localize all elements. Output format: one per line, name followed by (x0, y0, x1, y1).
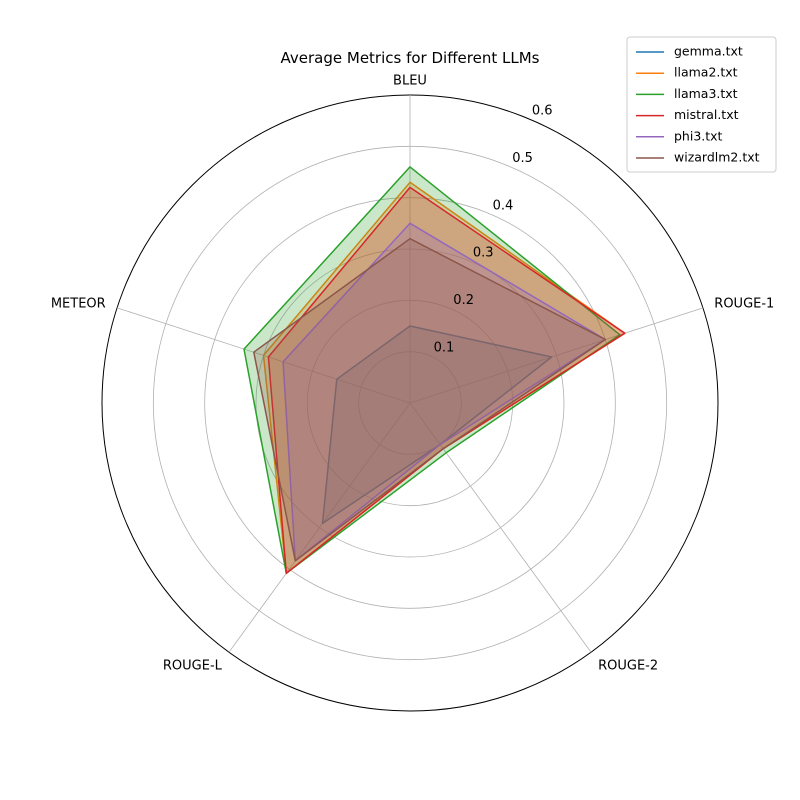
series-layer (243, 166, 626, 575)
axis-label: BLEU (393, 74, 427, 89)
series-fill-wizardlm2 (253, 238, 606, 561)
labels: BLEU ROUGE-1 ROUGE-2 ROUGE-L METEOR 0.1 0.2 0.3… (51, 74, 774, 674)
radial-tick-label: 0.5 (512, 151, 533, 166)
series-fill-gemma (322, 326, 552, 524)
spoke-line (409, 307, 704, 404)
legend: gemma.txt llama2.txt llama3.txt mistral.txt… (626, 36, 777, 173)
legend-label: gemma.txt (674, 44, 743, 59)
legend-label: wizardlm2.txt (674, 150, 760, 165)
radial-tick-label: 0.2 (453, 293, 474, 308)
radial-tick-label: 0.3 (473, 246, 494, 261)
spoke-line (228, 402, 411, 653)
radial-tick-label: 0.6 (532, 103, 553, 118)
series-fill-mistral (268, 187, 625, 574)
axis-label: ROUGE-1 (714, 297, 774, 312)
axis-label: METEOR (51, 297, 106, 312)
radial-tick-label: 0.1 (434, 341, 455, 356)
axis-label: ROUGE-2 (598, 659, 658, 674)
axis-label: ROUGE-L (163, 659, 223, 674)
series-line-wizardlm2 (253, 237, 607, 562)
legend-label: mistral.txt (674, 107, 739, 122)
series-line-gemma (321, 325, 553, 525)
series-fill-phi3 (283, 223, 606, 561)
legend-frame (626, 36, 777, 173)
legend-label: llama2.txt (674, 65, 738, 80)
radial-tick-label: 0.4 (493, 198, 514, 213)
series-line-mistral (267, 186, 626, 575)
series-line-phi3 (282, 222, 607, 562)
legend-label: llama3.txt (674, 86, 738, 101)
series-fill-llama3 (244, 166, 620, 574)
chart-title: Average Metrics for Different LLMs (281, 49, 540, 67)
legend-label: phi3.txt (674, 128, 723, 143)
